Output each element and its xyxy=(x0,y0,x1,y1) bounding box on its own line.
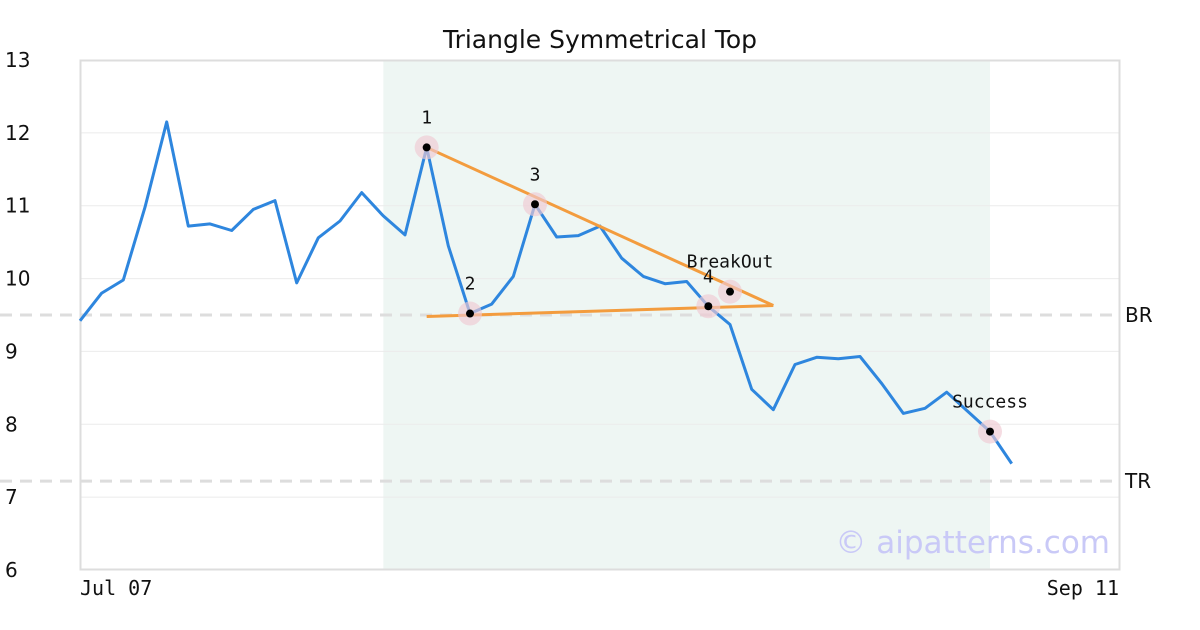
marker-label: 1 xyxy=(421,107,432,128)
y-tick-label: 8 xyxy=(5,412,18,436)
marker-dot xyxy=(704,302,713,311)
marker-dot xyxy=(422,143,431,152)
chart-title: Triangle Symmetrical Top xyxy=(442,25,757,54)
plot-frame xyxy=(79,59,1121,571)
reference-label-tr: TR xyxy=(1124,469,1151,493)
marker-dot xyxy=(986,427,994,436)
marker-label: 2 xyxy=(465,274,476,295)
watermark: © aipatterns.com xyxy=(835,525,1110,561)
x-tick-label: Sep 11 xyxy=(1047,576,1119,600)
price-series-line xyxy=(78,120,1013,465)
y-tick-label: 13 xyxy=(5,48,30,72)
y-tick-label: 11 xyxy=(5,194,30,218)
y-tick-label: 7 xyxy=(5,485,18,509)
y-tick-label: 10 xyxy=(5,267,30,291)
marker-label: Success xyxy=(952,392,1028,413)
trend-line xyxy=(426,146,774,307)
reference-label-br: BR xyxy=(1125,303,1153,327)
marker-label: 4 xyxy=(703,266,714,287)
x-tick-label: Jul 07 xyxy=(80,576,152,600)
y-tick-label: 6 xyxy=(5,558,18,582)
y-tick-label: 9 xyxy=(5,339,18,363)
marker-dot xyxy=(531,200,539,209)
marker-dot xyxy=(466,309,474,318)
y-tick-label: 12 xyxy=(5,121,30,145)
marker-dot xyxy=(726,287,734,296)
marker-label: BreakOut xyxy=(687,252,774,273)
marker-label: 3 xyxy=(530,164,541,185)
